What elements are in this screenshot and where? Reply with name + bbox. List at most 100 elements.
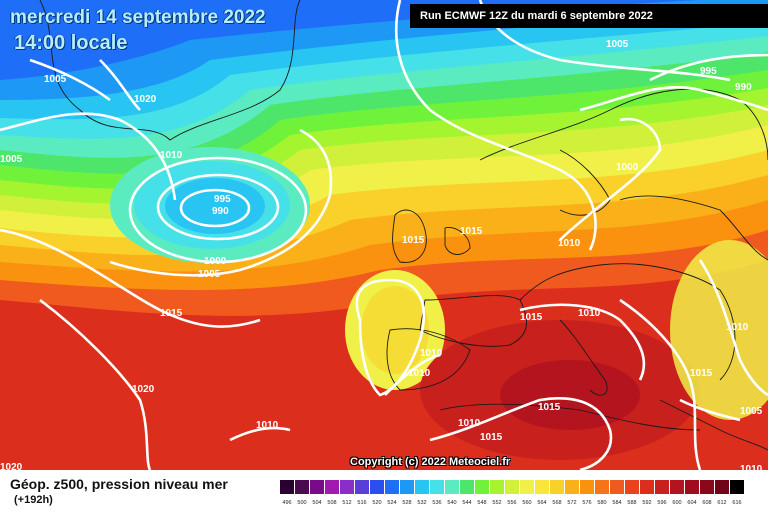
legend-value: 572 [567,500,576,506]
isobar-label: 1000 [204,256,227,267]
isobar-label: 1010 [578,308,601,319]
isobar-label: 1015 [480,432,503,443]
legend-value: 536 [432,500,441,506]
legend-swatch [625,480,639,494]
legend-value: 600 [672,500,681,506]
isobar-label: 1020 [0,462,23,470]
legend-value: 524 [387,500,396,506]
legend-swatch [505,480,519,494]
legend-swatch [565,480,579,494]
legend-value: 612 [717,500,726,506]
legend-value: 528 [402,500,411,506]
map-footer: Géop. z500, pression niveau mer (+192h) … [0,470,768,512]
isobar-label: 1020 [132,384,155,395]
legend-swatch [430,480,444,494]
legend-swatch [640,480,654,494]
legend-value: 512 [342,500,351,506]
legend-swatch [445,480,459,494]
legend-swatch [520,480,534,494]
legend-value: 532 [417,500,426,506]
legend-value: 596 [657,500,666,506]
isobar-label: 1005 [44,74,67,85]
isobar-label: 1015 [520,312,543,323]
isobar-label: 1005 [606,39,629,50]
isobar-label: 1015 [690,368,713,379]
legend-swatch [415,480,429,494]
legend-value: 568 [552,500,561,506]
isobar-label: 1020 [134,94,157,105]
legend-swatch [295,480,309,494]
legend-swatch [325,480,339,494]
isobar-label: 1010 [160,150,183,161]
legend-swatch [310,480,324,494]
isobar-label: 1015 [160,308,183,319]
legend-value: 516 [357,500,366,506]
isobar-label: 995 [214,194,231,205]
legend-value: 552 [492,500,501,506]
isobar-label: 1005 [0,154,23,165]
legend-value: 592 [642,500,651,506]
color-scale-legend: 496 500 504 508 512 516 520 524 528 532 536 540 544 5… [280,480,744,506]
legend-swatch [715,480,729,494]
legend-swatch [490,480,504,494]
legend-value: 576 [582,500,591,506]
legend-value: 580 [597,500,606,506]
copyright-notice: Copyright (c) 2022 Meteociel.fr [350,456,511,468]
isobar-label: 1010 [740,464,763,470]
isobar-label: 995 [700,66,717,77]
legend-swatch [550,480,564,494]
isobar-label: 1015 [460,226,483,237]
isobar-label: 1015 [538,402,561,413]
legend-value: 564 [537,500,546,506]
isobar-label: 1010 [726,322,749,333]
legend-value: 548 [477,500,486,506]
legend-swatch [595,480,609,494]
isobar-label: 1010 [256,420,279,431]
isobar-label: 1005 [198,269,221,280]
isobar-label: 1010 [458,418,481,429]
legend-value: 540 [447,500,456,506]
forecast-time-title: 14:00 locale [14,32,128,54]
legend-value: 520 [372,500,381,506]
legend-value: 544 [462,500,471,506]
model-run-label: Run ECMWF 12Z du mardi 6 septembre 2022 [410,4,768,28]
legend-value: 556 [507,500,516,506]
legend-value: 616 [732,500,741,506]
forecast-date-title: mercredi 14 septembre 2022 [10,7,266,28]
legend-value: 500 [297,500,306,506]
parameter-title: Géop. z500, pression niveau mer [10,476,228,492]
legend-swatch [340,480,354,494]
legend-swatch [370,480,384,494]
legend-value: 588 [627,500,636,506]
forecast-hour-label: (+192h) [14,494,53,506]
legend-value: 504 [312,500,321,506]
legend-swatch [655,480,669,494]
isobar-label: 1010 [408,368,431,379]
legend-swatch [730,480,744,494]
isobar-label: 1010 [420,348,443,359]
legend-swatch [580,480,594,494]
legend-value: 608 [702,500,711,506]
legend-value: 584 [612,500,621,506]
legend-swatch [685,480,699,494]
legend-value: 604 [687,500,696,506]
legend-swatch [700,480,714,494]
isobar-label: 1005 [740,406,763,417]
legend-swatch [610,480,624,494]
legend-swatch [475,480,489,494]
legend-swatch [670,480,684,494]
isobar-label: 990 [212,206,229,217]
weather-map: 1005 1020 1010 1005 995 990 1000 1005 10… [0,0,768,470]
isobar-label: 1000 [616,162,639,173]
legend-swatch [385,480,399,494]
isobar-label: 1010 [558,238,581,249]
legend-swatch [355,480,369,494]
legend-value: 496 [282,500,291,506]
isobar-labels: 1005 1020 1010 1005 995 990 1000 1005 10… [0,39,763,470]
isobar-label: 990 [735,82,752,93]
legend-value: 508 [327,500,336,506]
isobar-label: 1015 [402,235,425,246]
legend-swatch [400,480,414,494]
legend-swatch [535,480,549,494]
